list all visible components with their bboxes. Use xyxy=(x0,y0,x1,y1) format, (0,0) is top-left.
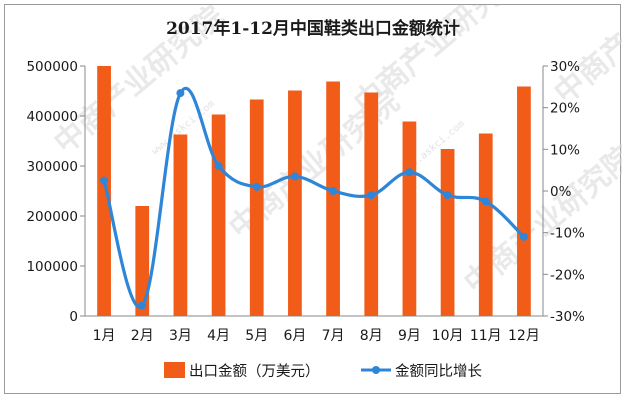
growth-point xyxy=(100,176,109,185)
bar xyxy=(478,133,493,316)
bar xyxy=(249,99,264,316)
x-axis-tick-label: 6月 xyxy=(283,328,306,344)
right-axis-tick-label: 30% xyxy=(550,59,580,75)
right-axis-tick-label: 0% xyxy=(550,184,572,200)
x-axis-tick-label: 1月 xyxy=(93,328,116,344)
bar xyxy=(97,66,111,316)
bar xyxy=(440,149,455,316)
bar xyxy=(173,134,188,316)
growth-point xyxy=(443,191,452,200)
right-axis-tick-label: 10% xyxy=(550,142,580,158)
bar xyxy=(364,92,379,316)
growth-point xyxy=(519,232,528,241)
bar xyxy=(517,86,531,316)
growth-point xyxy=(367,191,376,200)
x-axis-tick-label: 12月 xyxy=(508,328,540,344)
growth-point xyxy=(214,162,223,170)
growth-point xyxy=(252,182,261,191)
left-axis-tick-label: 300000 xyxy=(26,159,78,175)
x-axis-tick-label: 5月 xyxy=(245,328,268,344)
x-axis-tick-label: 10月 xyxy=(432,328,464,344)
left-axis-tick-label: 500000 xyxy=(26,59,78,75)
legend: 出口金额（万美元） 金额同比增长 xyxy=(164,362,482,380)
growth-point xyxy=(329,187,338,195)
growth-point xyxy=(290,172,299,181)
x-axis-tick-label: 8月 xyxy=(360,328,383,344)
growth-point xyxy=(138,301,147,310)
bar xyxy=(135,206,150,316)
growth-point xyxy=(481,197,490,206)
bar xyxy=(326,81,340,316)
left-axis-tick-label: 100000 xyxy=(26,259,78,275)
chart-canvas: 中商产业研究院 中商产业研究院 中商产业研究院 中商产业研究院 中商产业研究院 … xyxy=(26,5,622,380)
left-axis-tick-label: 0 xyxy=(69,309,78,325)
bar xyxy=(288,90,302,316)
right-axis-tick-label: -20% xyxy=(550,267,585,283)
legend-label-line: 金额同比增长 xyxy=(395,363,482,380)
right-axis-tick-label: 20% xyxy=(550,101,580,117)
x-axis-tick-label: 9月 xyxy=(398,328,421,344)
chart-title: 2017年1-12月中国鞋类出口金额统计 xyxy=(166,18,460,39)
legend-swatch-bar xyxy=(164,362,185,378)
x-axis-tick-label: 11月 xyxy=(470,328,502,344)
bar xyxy=(211,114,226,316)
x-axis-tick-label: 3月 xyxy=(169,328,192,344)
axes: 0 100000 200000 300000 400000 500000 30% 20% 10%… xyxy=(26,59,585,325)
bar-series xyxy=(97,66,531,316)
right-axis-tick-label: -10% xyxy=(550,226,585,242)
line-series xyxy=(100,86,528,310)
legend-label-bar: 出口金额（万美元） xyxy=(189,363,320,380)
left-axis-tick-label: 400000 xyxy=(26,109,78,125)
right-axis-tick-label: -30% xyxy=(550,309,585,325)
x-axis-tick-label: 7月 xyxy=(322,328,345,344)
growth-point xyxy=(405,168,414,177)
x-axis-tick-label: 4月 xyxy=(207,328,230,344)
left-axis-tick-label: 200000 xyxy=(26,209,78,225)
bar xyxy=(402,121,417,316)
growth-point xyxy=(176,89,185,98)
chart-frame: 中商产业研究院 中商产业研究院 中商产业研究院 中商产业研究院 中商产业研究院 … xyxy=(4,4,622,394)
x-axis-labels: 1月 2月 3月 4月 5月 6月 7月 8月 9月 10月 11月 12月 xyxy=(93,328,540,344)
legend-swatch-marker xyxy=(372,366,380,374)
x-axis-tick-label: 2月 xyxy=(131,328,154,344)
